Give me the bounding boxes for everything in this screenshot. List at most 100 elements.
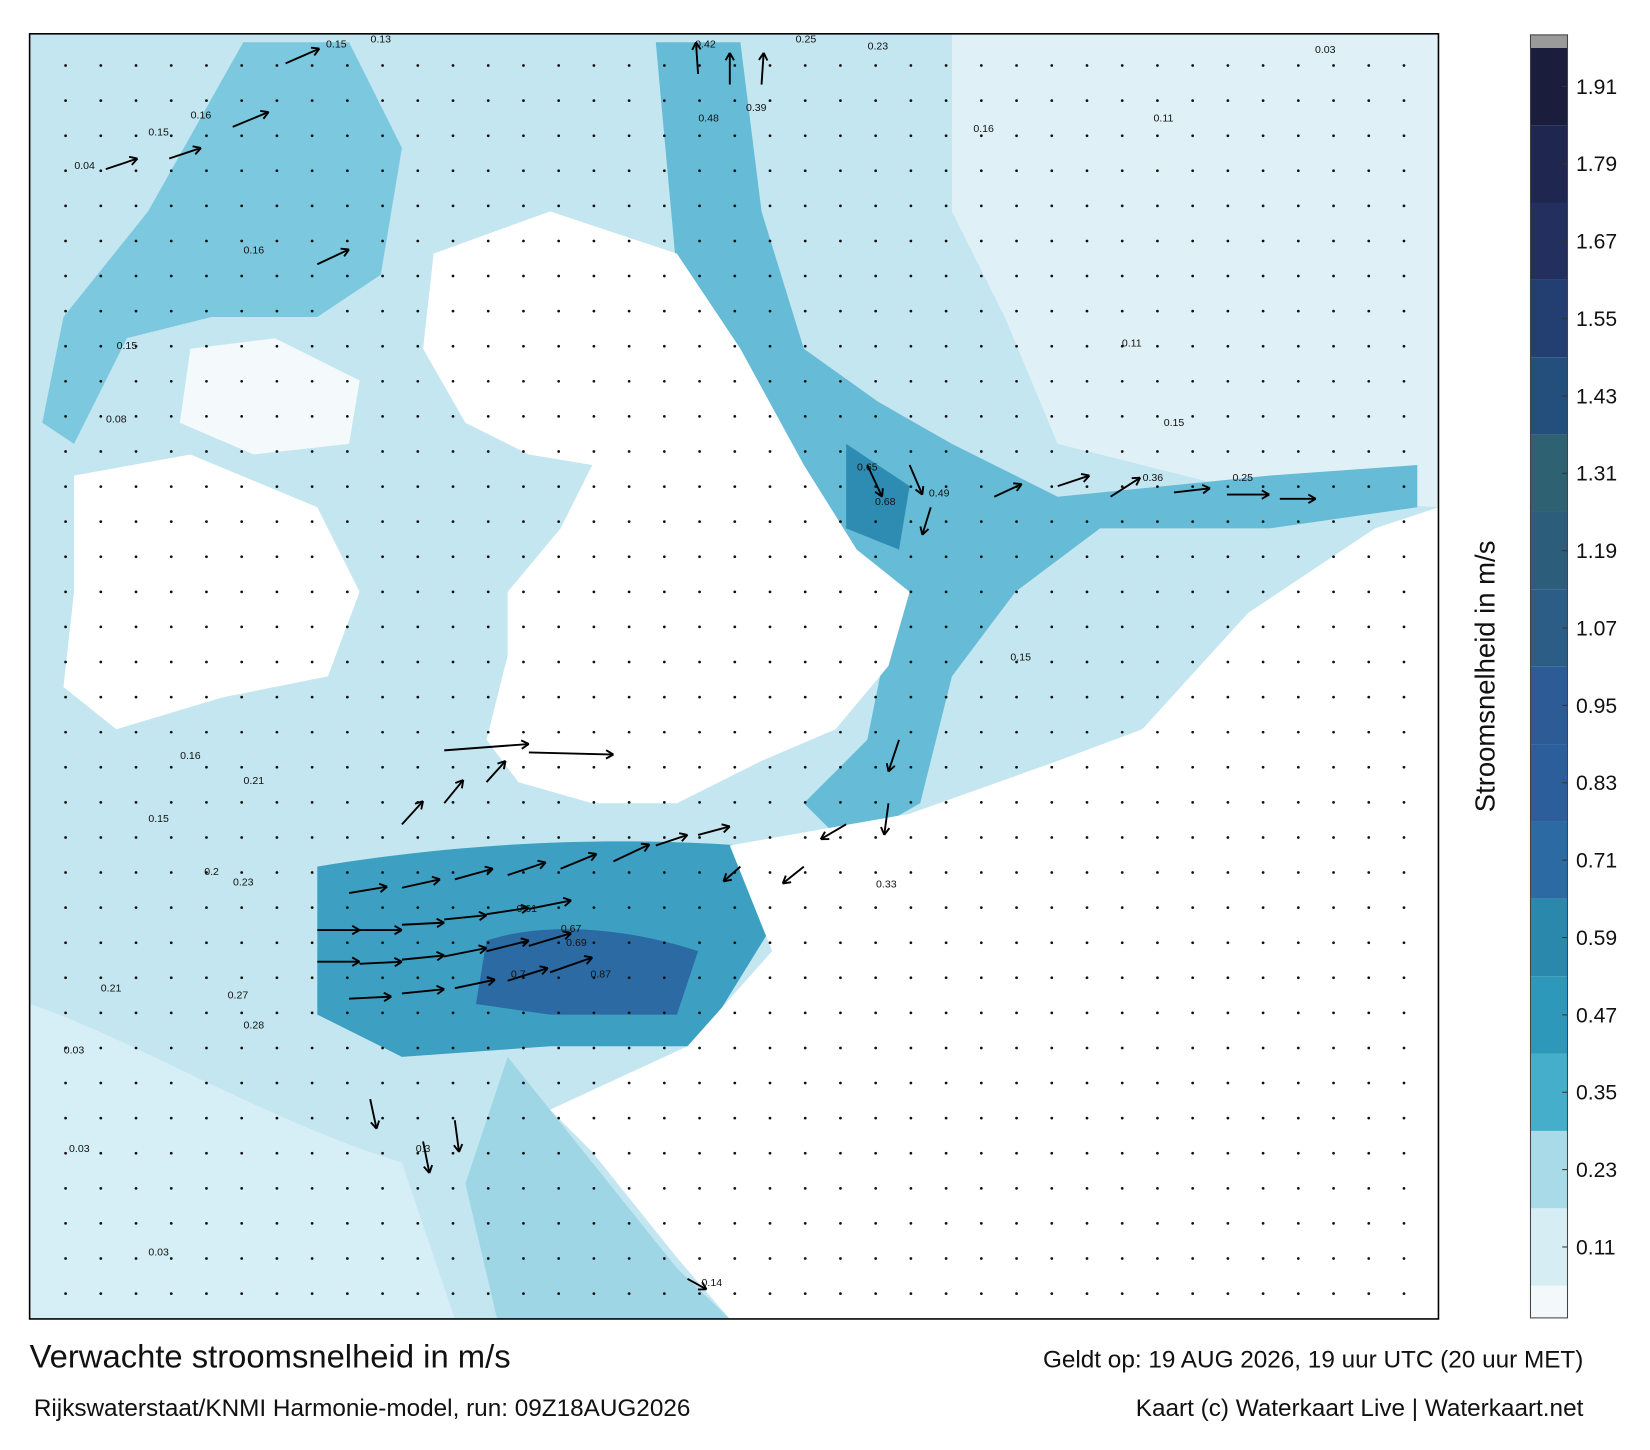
grid-dot: [557, 1011, 561, 1015]
grid-dot: [134, 941, 138, 945]
current-arrow: [1173, 484, 1211, 495]
grid-dot: [64, 415, 67, 418]
grid-dot: [803, 485, 807, 488]
grid-dot: [557, 415, 561, 418]
grid-dot: [486, 695, 490, 699]
grid-dot: [1120, 379, 1124, 383]
grid-dot: [1367, 1116, 1371, 1120]
grid-dot: [1296, 309, 1300, 313]
speed-label: 0.04: [74, 160, 95, 172]
grid-dot: [64, 1186, 67, 1190]
grid-dot: [1120, 555, 1124, 559]
grid-dot: [1226, 660, 1230, 664]
grid-dot: [240, 660, 244, 664]
grid-dot: [275, 1046, 279, 1050]
grid-dot: [310, 415, 314, 418]
grid-dot: [839, 99, 842, 102]
grid-dot: [381, 590, 384, 594]
grid-dot: [627, 765, 631, 769]
grid-dot: [909, 871, 913, 874]
current-arrow: [691, 41, 702, 75]
arrow-head: [394, 924, 403, 936]
grid-dot: [627, 1292, 631, 1295]
grid-dot: [1296, 274, 1300, 278]
grid-dot: [803, 520, 807, 524]
grid-dot: [803, 590, 807, 594]
grid-dot: [169, 450, 173, 453]
grid-dot: [1261, 871, 1265, 874]
grid-dot: [733, 941, 737, 945]
grid-dot: [1367, 309, 1371, 313]
arrow-head: [128, 155, 139, 166]
arrow-shaft: [401, 800, 424, 825]
grid-dot: [944, 1257, 948, 1260]
grid-dot: [275, 415, 279, 418]
grid-dot: [1226, 800, 1230, 804]
grid-dot: [909, 204, 913, 208]
grid-dot: [909, 309, 913, 313]
grid-dot: [1367, 871, 1371, 874]
grid-dot: [803, 1222, 807, 1225]
grid-dot: [627, 64, 631, 67]
grid-dot: [275, 520, 279, 524]
current-arrow: [401, 917, 445, 929]
grid-dot: [451, 836, 455, 839]
grid-dot: [1332, 1292, 1335, 1295]
grid-dot: [522, 555, 525, 559]
grid-dot: [1332, 274, 1335, 278]
grid-dot: [416, 134, 420, 138]
grid-dot: [486, 765, 490, 769]
grid-dot: [275, 99, 279, 102]
current-arrow: [722, 865, 742, 883]
grid-dot: [944, 1151, 948, 1155]
arrow-shaft: [486, 939, 530, 953]
grid-dot: [310, 485, 314, 488]
grid-dot: [979, 204, 983, 208]
grid-dot: [310, 1011, 314, 1015]
grid-dot: [909, 239, 913, 243]
arrow-shaft: [401, 921, 445, 926]
grid-dot: [64, 941, 67, 945]
grid-dot: [522, 976, 525, 980]
grid-dot: [522, 660, 525, 664]
grid-dot: [1261, 274, 1265, 278]
grid-dot: [64, 169, 67, 173]
grid-dot: [557, 555, 561, 559]
grid-dot: [592, 976, 596, 980]
grid-dot: [275, 590, 279, 594]
grid-dot: [1226, 871, 1230, 874]
grid-dot: [1050, 450, 1054, 453]
speed-label: 0.27: [228, 990, 249, 1002]
grid-dot: [1085, 695, 1089, 699]
grid-dot: [1226, 590, 1230, 594]
grid-dot: [522, 871, 525, 874]
vector-field: [64, 41, 1406, 1295]
grid-dot: [486, 309, 490, 313]
arrow-shaft: [695, 42, 700, 75]
grid-dot: [1332, 836, 1335, 839]
grid-dot: [451, 590, 455, 594]
grid-dot: [522, 590, 525, 594]
grid-dot: [345, 344, 349, 348]
grid-dot: [345, 941, 349, 945]
grid-dot: [1015, 239, 1018, 243]
grid-dot: [416, 485, 420, 488]
arrow-shaft: [316, 248, 350, 266]
grid-dot: [1332, 871, 1335, 874]
grid-dot: [627, 800, 631, 804]
grid-dot: [1226, 344, 1230, 348]
grid-dot: [909, 1186, 913, 1190]
grid-dot: [310, 1151, 314, 1155]
grid-dot: [768, 1011, 772, 1015]
grid-dot: [662, 836, 666, 839]
grid-dot: [205, 379, 208, 383]
grid-dot: [1050, 625, 1054, 629]
grid-dot: [240, 836, 244, 839]
grid-dot: [310, 204, 314, 208]
deep-channel: [475, 929, 699, 1015]
grid-dot: [99, 555, 103, 559]
grid-dot: [592, 274, 596, 278]
arrow-shaft: [820, 823, 847, 840]
grid-dot: [310, 660, 314, 664]
grid-dot: [240, 344, 244, 348]
